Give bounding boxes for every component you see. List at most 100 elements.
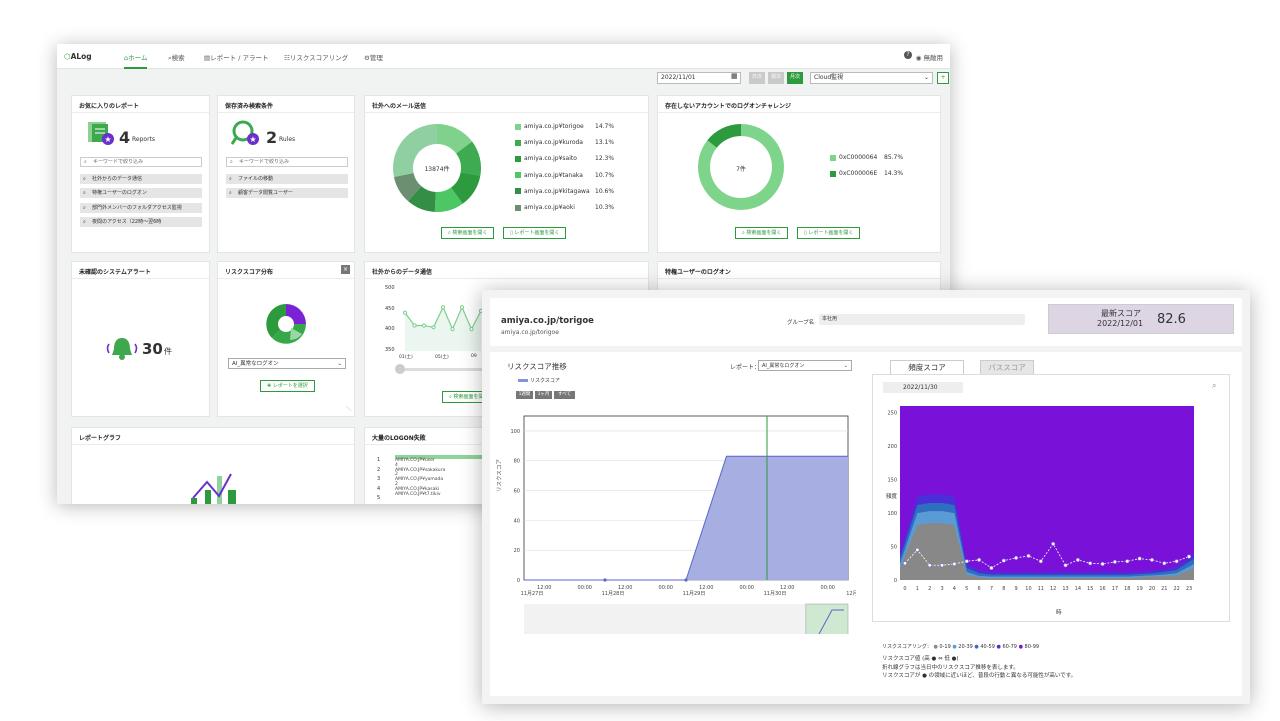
trend-report-label: レポート：	[730, 364, 761, 371]
inbound-data-line	[403, 305, 483, 351]
bell-icon	[106, 338, 138, 360]
rank-number: 3	[377, 476, 381, 482]
divider	[658, 278, 940, 279]
legend-row[interactable]: amiya.co.jp¥torigoe 14.7%	[515, 123, 625, 130]
svg-text:★: ★	[249, 135, 256, 144]
legend-row[interactable]: 0xC0000064 85.7%	[830, 154, 940, 161]
search-icon: ⌕	[83, 176, 86, 182]
legend-row[interactable]: amiya.co.jp¥kitagawa 10.6%	[515, 188, 625, 195]
saved-search-input[interactable]: ⌕ キーワードで絞り込み	[226, 157, 348, 167]
score-label: 最新スコア	[1101, 309, 1141, 318]
nav-admin[interactable]: ⚙管理	[364, 52, 383, 62]
monthly-button[interactable]: 月次	[787, 72, 803, 84]
tab-frequency-score[interactable]: 頻度スコア	[890, 360, 964, 374]
favorite-search-input[interactable]: ⌕ キーワードで絞り込み	[80, 157, 202, 167]
report-select[interactable]: AI_異常なログオン ⌄	[228, 358, 346, 369]
search-icon: ⌕	[448, 230, 451, 236]
donut-slice	[456, 141, 481, 176]
legend-label: amiya.co.jp¥tanaka	[524, 171, 583, 179]
favorite-reports-title: お気に入りのレポート	[79, 103, 140, 110]
monitor-select[interactable]: Cloud監視 ⌄	[810, 72, 933, 84]
calendar-icon[interactable]: ▦	[731, 72, 738, 80]
legend-value: 14.7%	[595, 123, 615, 130]
note-line: 折れ線グラフは当日中のリスクスコア推移を表します。	[882, 664, 1019, 671]
legend-row[interactable]: amiya.co.jp¥tanaka 10.7%	[515, 172, 625, 179]
add-widget-button[interactable]: +	[937, 72, 949, 84]
legend-swatch	[830, 154, 836, 161]
data-point	[1001, 558, 1006, 563]
x-tick: 00:00	[578, 585, 592, 591]
score-value: 82.6	[1157, 312, 1186, 327]
data-point	[440, 305, 446, 310]
legend-row[interactable]: 0xC000006E 14.3%	[830, 170, 940, 177]
x-tick: 13	[1062, 586, 1068, 592]
risk-detail-window: amiya.co.jp/torigoe amiya.co.jp/torigoe …	[482, 290, 1250, 704]
resize-handle-icon[interactable]: ⟍	[346, 405, 351, 413]
nav-report[interactable]: ▤レポート / アラート	[204, 52, 268, 62]
home-icon: ⌂	[124, 54, 129, 62]
x-date-label: 11月27日	[521, 591, 544, 597]
zoom-icon[interactable]: ⌕	[1212, 381, 1217, 390]
range-slider-handle[interactable]	[395, 364, 405, 374]
data-point	[952, 561, 957, 566]
weekly-button[interactable]: 週次	[768, 72, 784, 84]
y-tick: 20	[514, 548, 520, 554]
trend-report-select[interactable]: AI_異常なログオン ⌄	[758, 360, 852, 371]
saved-item[interactable]: ⌕ ファイルの移動	[226, 174, 348, 184]
open-report-button[interactable]: ▯ レポート画面を開く	[503, 227, 567, 239]
daily-button[interactable]: 日次	[749, 72, 765, 84]
saved-item[interactable]: ⌕ 顧客データ閲覧ユーザー	[226, 188, 348, 198]
frequency-chart-frame	[872, 374, 1230, 622]
frequency-date: 2022/11/30	[903, 384, 938, 391]
frequency-xlabel: 時	[1056, 610, 1062, 616]
report-graph-title: レポートグラフ	[79, 435, 122, 442]
nav-search[interactable]: ⌕検索	[168, 52, 185, 63]
app-logo[interactable]: ⬡ALog	[64, 52, 92, 61]
tab-path-score[interactable]: パススコア	[980, 360, 1034, 374]
legend-row[interactable]: amiya.co.jp¥kuroda 13.1%	[515, 139, 625, 146]
close-icon[interactable]: ×	[341, 265, 350, 274]
help-icon[interactable]: ?	[904, 51, 912, 59]
range-1m-button[interactable]: 1ヶ月	[535, 391, 552, 399]
date-input[interactable]: 2022/11/01	[657, 72, 741, 84]
frequency-date-field[interactable]: 2022/11/30	[883, 382, 963, 393]
fail-count: 2	[395, 472, 398, 478]
x-tick: 12:00	[699, 585, 713, 591]
frequency-legend: リスクスコアリング： ● 0-19 ● 20-39 ● 40-59 ● 60-7…	[882, 643, 1039, 650]
data-point	[403, 310, 408, 315]
legend-row[interactable]: amiya.co.jp¥aoki 10.3%	[515, 204, 625, 211]
group-field[interactable]: 本社用	[819, 314, 1025, 325]
favorite-item[interactable]: ⌕ 特権ユーザーのログオン	[80, 188, 202, 198]
donut-slice	[450, 172, 481, 204]
range-all-button[interactable]: すべて	[554, 391, 575, 399]
user-icon: ◉	[915, 54, 922, 62]
favorite-item[interactable]: ⌕ 部門外メンバーのフォルダアクセス監視	[80, 203, 202, 213]
search-icon: ⌕	[449, 394, 452, 400]
favorite-item[interactable]: ⌕ 夜間のアクセス（22時〜翌6時	[80, 217, 202, 227]
open-search-label: 検索画面を開く	[452, 230, 488, 236]
favorite-reports-card: お気に入りのレポート ★ 4 Reports ⌕ キーワードで絞り込み ⌕ 社外から…	[71, 95, 210, 253]
legend-row[interactable]: amiya.co.jp¥saito 12.3%	[515, 155, 625, 162]
range-slider[interactable]	[399, 368, 489, 371]
legend-label: 40-59	[980, 644, 997, 650]
x-tick: 2	[928, 586, 931, 592]
open-search-button[interactable]: ⌕ 検索画面を開く	[735, 227, 789, 239]
data-point	[412, 323, 417, 328]
frequency-notes: リスクスコア値 (高 ● ⇔ 低 ●) 折れ線グラフは当日中のリスクスコア推移を…	[882, 655, 1076, 681]
favorite-item[interactable]: ⌕ 社外からのデータ通信	[80, 174, 202, 184]
nav-home[interactable]: ⌂ホーム	[124, 52, 148, 69]
legend-value: 14.3%	[884, 170, 904, 177]
logo-text: ALog	[70, 52, 92, 61]
range-1w-button[interactable]: 1週間	[516, 391, 533, 399]
user-menu[interactable]: ◉ 無敵用	[916, 52, 943, 62]
y-tick: 40	[514, 518, 520, 524]
nav-riskscore[interactable]: ☷リスクスコアリング	[284, 52, 348, 62]
data-point	[989, 565, 994, 570]
legend-swatch	[515, 204, 521, 211]
legend-swatch	[515, 139, 521, 146]
logon-challenge-total: 7件	[736, 166, 746, 173]
select-report-button[interactable]: ✚ レポートを選択	[260, 380, 315, 392]
open-report-button[interactable]: ▯ レポート画面を開く	[797, 227, 861, 239]
open-search-button[interactable]: ⌕ 検索画面を開く	[441, 227, 495, 239]
document-icon: ▯	[804, 230, 807, 236]
